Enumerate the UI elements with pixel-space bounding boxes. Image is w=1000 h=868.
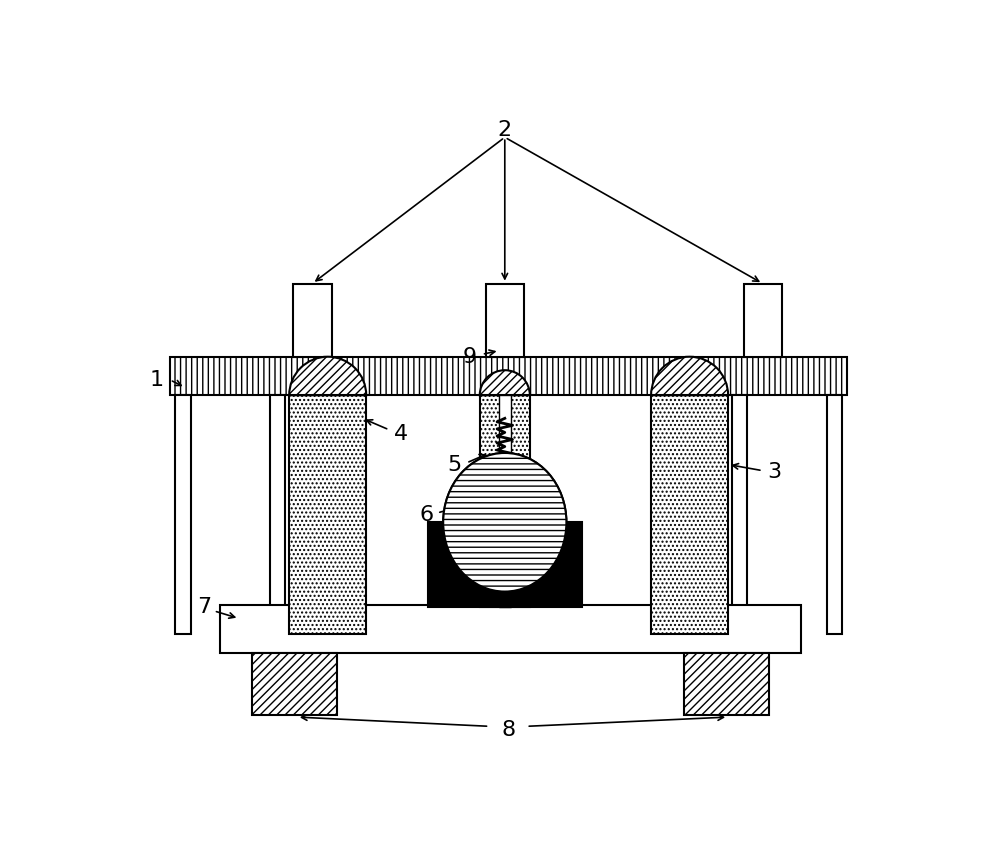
Ellipse shape <box>443 453 566 592</box>
Text: 1: 1 <box>150 370 164 390</box>
Bar <box>486 284 524 357</box>
Text: 6: 6 <box>419 504 433 524</box>
Text: 5: 5 <box>448 455 462 475</box>
Bar <box>428 523 582 607</box>
Bar <box>732 395 747 634</box>
Bar <box>293 284 332 357</box>
Wedge shape <box>651 357 728 395</box>
Bar <box>499 395 511 607</box>
Bar <box>289 395 366 634</box>
Bar <box>827 395 842 634</box>
Text: 9: 9 <box>463 346 477 366</box>
Text: 3: 3 <box>767 463 781 483</box>
Bar <box>480 395 530 607</box>
Bar <box>684 654 769 714</box>
Ellipse shape <box>443 453 566 592</box>
Text: 7: 7 <box>197 597 212 617</box>
Wedge shape <box>480 370 530 395</box>
Bar <box>170 357 847 395</box>
Text: 8: 8 <box>502 720 516 740</box>
Bar <box>175 395 191 634</box>
Bar <box>220 606 801 654</box>
Bar <box>270 395 285 634</box>
Text: 4: 4 <box>394 424 408 444</box>
Text: 2: 2 <box>498 120 512 140</box>
Bar <box>252 654 337 714</box>
Bar <box>744 284 782 357</box>
Wedge shape <box>289 357 366 395</box>
Bar <box>651 395 728 634</box>
